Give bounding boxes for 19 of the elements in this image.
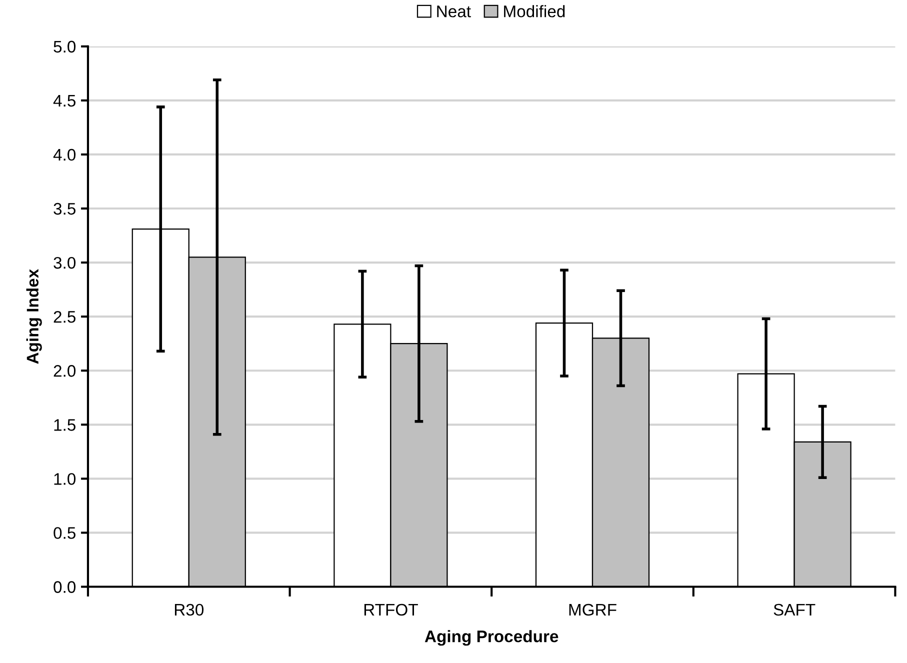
legend-label: Modified <box>504 5 565 18</box>
x-axis-title: Aging Procedure <box>424 630 558 646</box>
y-tick-label: 1.5 <box>54 419 76 431</box>
y-tick-label: 4.0 <box>53 148 76 161</box>
y-axis-title: Aging Index <box>26 269 42 364</box>
y-tick-label: 4.5 <box>53 95 76 107</box>
legend-label: Neat <box>437 6 471 18</box>
y-tick-label: 0.0 <box>54 581 76 593</box>
y-tick-label: 2.5 <box>54 310 76 323</box>
y-tick-label: 1.0 <box>54 473 76 485</box>
y-tick-label: 3.0 <box>54 256 76 269</box>
y-tick-label: 3.5 <box>54 202 76 215</box>
y-tick-label: 0.5 <box>54 527 76 539</box>
y-tick-label: 2.0 <box>54 365 76 377</box>
x-tick-label: R30 <box>174 604 204 616</box>
y-tick-label: 5.0 <box>54 40 76 53</box>
x-tick-label: SAFT <box>774 604 816 616</box>
x-tick-label: MGRF <box>569 604 616 616</box>
x-tick-label: RTFOT <box>364 604 418 616</box>
